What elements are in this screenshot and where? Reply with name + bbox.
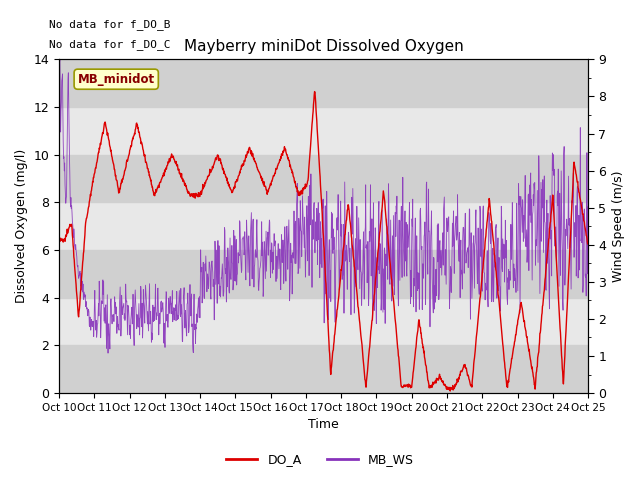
- X-axis label: Time: Time: [308, 419, 339, 432]
- Y-axis label: Dissolved Oxygen (mg/l): Dissolved Oxygen (mg/l): [15, 149, 28, 303]
- Text: No data for f_DO_C: No data for f_DO_C: [49, 39, 170, 50]
- Title: Mayberry miniDot Dissolved Oxygen: Mayberry miniDot Dissolved Oxygen: [184, 39, 463, 54]
- Text: MB_minidot: MB_minidot: [77, 72, 155, 86]
- Bar: [59, 346, 588, 393]
- Bar: [59, 250, 588, 298]
- Bar: [59, 60, 588, 107]
- Bar: [59, 155, 588, 203]
- Legend: DO_A, MB_WS: DO_A, MB_WS: [221, 448, 419, 471]
- Y-axis label: Wind Speed (m/s): Wind Speed (m/s): [612, 170, 625, 282]
- Text: No data for f_DO_B: No data for f_DO_B: [49, 19, 170, 30]
